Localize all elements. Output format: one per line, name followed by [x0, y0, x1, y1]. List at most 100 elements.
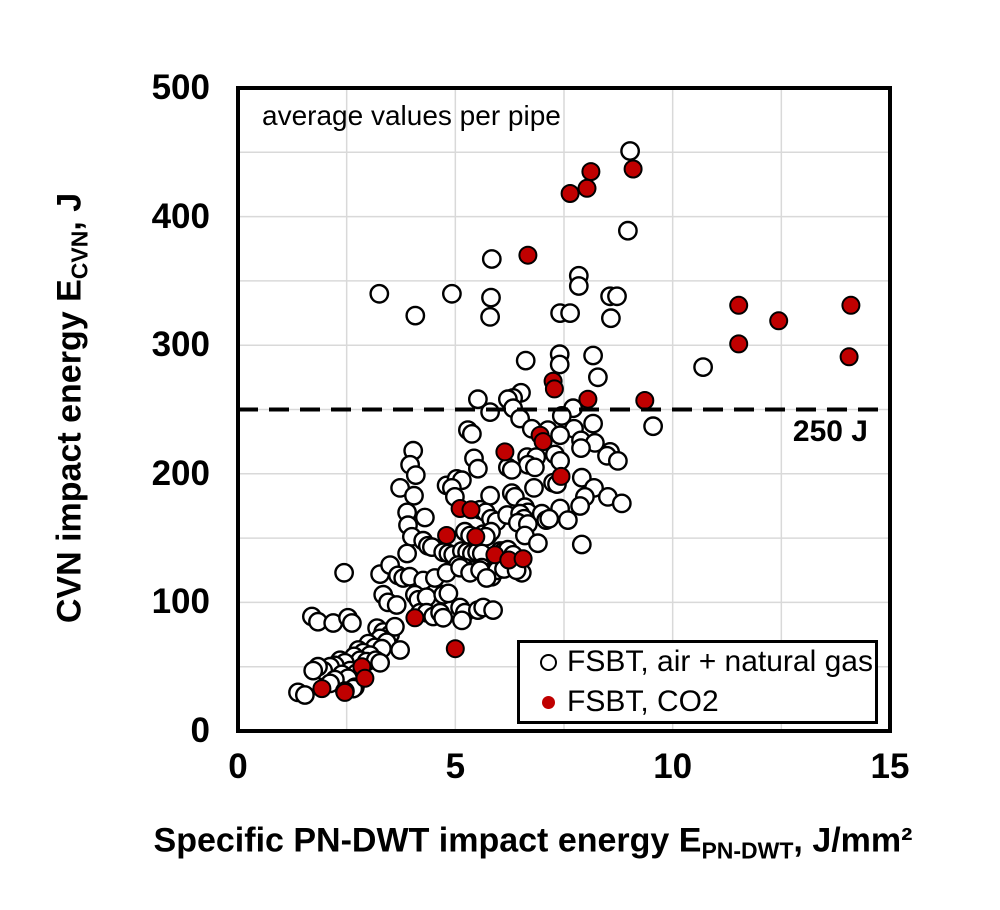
data-point-open [550, 425, 570, 446]
data-point-open [397, 543, 417, 564]
data-point-open [303, 660, 324, 681]
data-point-open [588, 367, 608, 388]
legend-item-air-gas: FSBT, air + natural gas [540, 645, 875, 679]
data-point-open [539, 508, 560, 529]
y-tick-label: 0 [190, 711, 210, 750]
data-point-open [571, 438, 591, 458]
open-circle-marker-icon [540, 653, 557, 671]
red-dot-marker-icon [542, 695, 555, 709]
data-point-co2 [841, 295, 861, 315]
x-axis-title: Specific PN-DWT impact energy EPN-DWT, J… [153, 821, 913, 864]
x-tick-label: 10 [653, 747, 693, 786]
legend-item-co2: FSBT, CO2 [540, 685, 875, 719]
legend-box: FSBT, air + natural gas FSBT, CO2 [517, 640, 878, 724]
y-axis-title-subscript: CVN [66, 230, 93, 280]
data-point-co2 [769, 311, 789, 331]
data-point-open [370, 652, 390, 673]
data-point-co2 [551, 466, 571, 486]
data-point-open [386, 595, 407, 615]
data-point-open [583, 413, 603, 434]
x-axis-title-subscript: PN-DWT [701, 837, 794, 864]
data-point-open [568, 276, 589, 296]
data-point-open [601, 308, 621, 329]
y-tick-label: 100 [151, 582, 210, 622]
data-point-open [384, 616, 405, 637]
data-point-open [433, 607, 454, 628]
data-point-co2 [578, 389, 598, 409]
data-point-open [643, 416, 663, 437]
data-point-co2 [466, 527, 486, 547]
data-point-open [334, 562, 354, 583]
y-tick-label: 200 [151, 453, 210, 493]
y-tick-label: 500 [151, 68, 210, 107]
x-tick-label: 5 [445, 747, 466, 786]
data-point-open [515, 350, 536, 371]
data-point-open [405, 305, 426, 326]
data-point-co2 [495, 442, 515, 462]
data-point-co2 [839, 347, 859, 367]
data-point-open [480, 306, 500, 327]
y-axis-title: CVN impact energy ECVN, J [50, 192, 93, 624]
data-point-open [501, 459, 522, 480]
data-point-co2 [405, 608, 425, 628]
data-point-co2 [635, 391, 655, 410]
data-point-open [551, 405, 572, 426]
data-point-open [608, 450, 628, 471]
data-point-open [438, 583, 459, 604]
data-point-open [461, 423, 482, 444]
data-point-open [571, 534, 592, 555]
data-point-co2 [729, 334, 749, 354]
data-point-co2 [577, 178, 597, 198]
data-point-open [611, 493, 632, 514]
data-point-open [481, 249, 502, 269]
data-point-co2 [544, 379, 564, 399]
x-tick-label: 0 [228, 747, 248, 786]
legend-label: FSBT, air + natural gas [567, 645, 873, 678]
data-point-open [341, 613, 362, 633]
data-point-open [607, 286, 627, 307]
plot-annotation: average values per pipe [262, 100, 561, 131]
data-point-co2 [312, 679, 332, 699]
data-point-open [451, 610, 472, 631]
data-point-open [369, 283, 390, 304]
data-point-open [480, 402, 500, 422]
data-point-co2 [445, 639, 465, 659]
y-tick-label: 400 [151, 196, 210, 236]
data-point-co2 [581, 162, 601, 182]
data-point-open [525, 457, 545, 478]
data-point-co2 [437, 526, 457, 545]
data-point-open [294, 685, 315, 705]
data-point-co2 [533, 432, 553, 452]
legend-label: FSBT, CO2 [567, 685, 719, 718]
data-point-open [570, 496, 590, 516]
data-point-co2 [355, 668, 375, 688]
data-point-open [558, 510, 578, 530]
data-point-open [524, 477, 544, 498]
data-point-open [560, 303, 580, 323]
data-point-open [467, 458, 488, 479]
data-point-open [414, 507, 435, 528]
data-point-open [620, 141, 640, 161]
data-point-co2 [729, 295, 749, 315]
reference-line-label: 250 J [792, 415, 868, 448]
data-point-open [441, 283, 462, 304]
data-point-co2 [513, 549, 533, 569]
data-point-open [483, 600, 503, 620]
data-point-open [467, 389, 488, 410]
data-point-open [618, 220, 638, 241]
data-point-co2 [518, 245, 538, 265]
y-tick-label: 300 [151, 325, 210, 365]
series-red-dots [312, 159, 861, 702]
data-point-open [693, 357, 713, 377]
data-point-co2 [461, 500, 481, 520]
data-point-co2 [335, 682, 355, 702]
data-point-open [405, 465, 426, 485]
plot-frame [236, 86, 892, 733]
data-point-open [583, 345, 603, 366]
data-point-co2 [560, 184, 580, 203]
data-point-open [404, 485, 424, 506]
data-point-open [549, 354, 570, 375]
data-point-open [528, 533, 548, 554]
